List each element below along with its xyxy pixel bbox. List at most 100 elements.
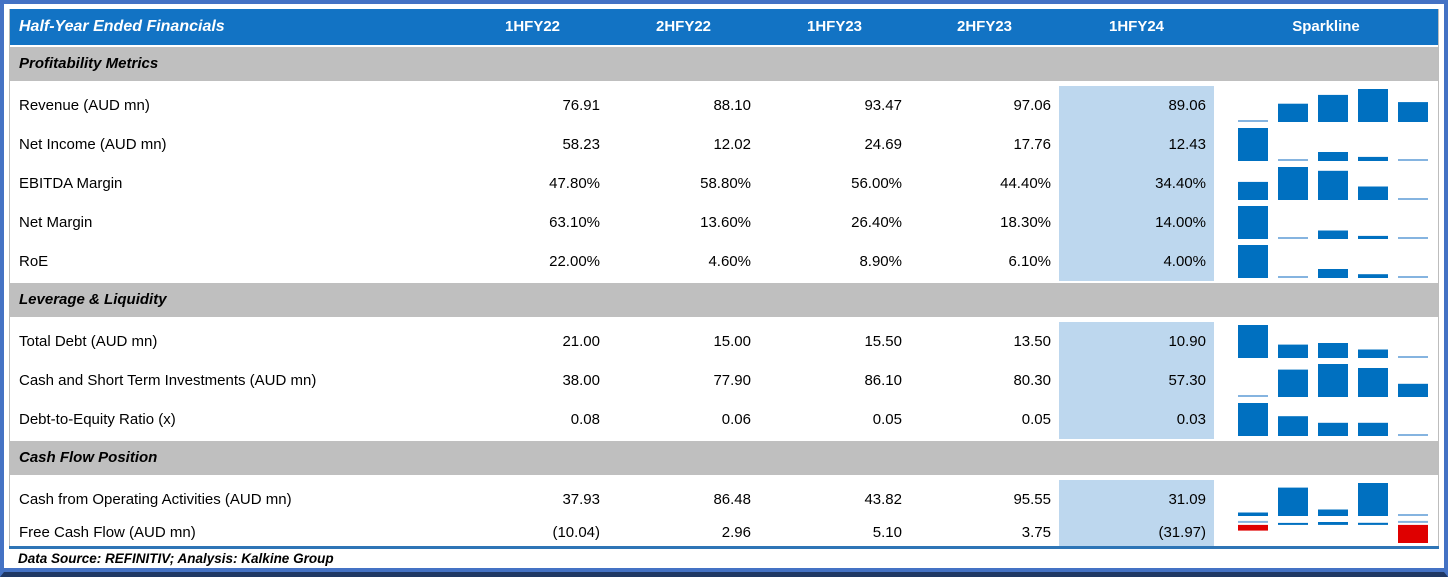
row-label: Debt-to-Equity Ratio (x): [19, 411, 176, 428]
table-row: Debt-to-Equity Ratio (x) 0.08 0.06 0.05 0.05…: [10, 400, 1438, 439]
divider-rule: [9, 546, 1439, 549]
value-cell: (31.97): [1059, 519, 1214, 546]
value-cell: 77.90: [713, 372, 751, 389]
value-cell: 38.00: [562, 372, 600, 389]
sparkline-cell: [1214, 519, 1438, 546]
sparkline-cell: [1214, 242, 1438, 281]
value-cell: 43.82: [864, 491, 902, 508]
table-row: RoE 22.00% 4.60% 8.90% 6.10% 4.00%: [10, 242, 1438, 281]
value-cell: 0.05: [1021, 411, 1051, 428]
section-header-row: Cash Flow Position: [10, 441, 1438, 480]
sparkline-chart: [1238, 403, 1428, 436]
value-cell: 97.06: [1013, 97, 1051, 114]
column-header-sparkline: Sparkline: [1292, 18, 1360, 35]
sparkline-cell: [1214, 125, 1438, 164]
value-cell: 15.50: [864, 333, 902, 350]
value-cell: 8.90%: [859, 253, 902, 270]
sparkline-chart: [1238, 167, 1428, 200]
value-cell: 58.80%: [700, 175, 751, 192]
value-cell: 4.60%: [708, 253, 751, 270]
row-label: Free Cash Flow (AUD mn): [19, 524, 196, 541]
value-cell: 6.10%: [1008, 253, 1051, 270]
row-label: Total Debt (AUD mn): [19, 333, 158, 350]
value-cell: 13.50: [1013, 333, 1051, 350]
value-cell: 12.02: [713, 136, 751, 153]
row-label: Net Margin: [19, 214, 93, 231]
value-cell: 37.93: [562, 491, 600, 508]
data-source-note: Data Source: REFINITIV; Analysis: Kalkin…: [18, 551, 334, 566]
column-header-1hfy23: 1HFY23: [806, 18, 863, 35]
sparkline-cell: [1214, 361, 1438, 400]
value-cell: 4.00%: [1059, 242, 1214, 281]
sparkline-chart: [1238, 520, 1428, 543]
table-row: Net Income (AUD mn) 58.23 12.02 24.69 17.76 1…: [10, 125, 1438, 164]
footer-row: Data Source: REFINITIV; Analysis: Kalkin…: [9, 549, 1439, 568]
sparkline-chart: [1238, 325, 1428, 358]
value-cell: 12.43: [1059, 125, 1214, 164]
table-row: Revenue (AUD mn) 76.91 88.10 93.47 97.06 89.0…: [10, 86, 1438, 125]
value-cell: 5.10: [872, 524, 902, 541]
sparkline-cell: [1214, 86, 1438, 125]
value-cell: 89.06: [1059, 86, 1214, 125]
table-rows: Profitability Metrics Revenue (AUD mn) 76.…: [10, 47, 1438, 546]
value-cell: 63.10%: [549, 214, 600, 231]
value-cell: 86.10: [864, 372, 902, 389]
table-header-row: Half-Year Ended Financials 1HFY22 2HFY22…: [10, 9, 1438, 45]
row-label: Cash from Operating Activities (AUD mn): [19, 491, 292, 508]
section-title: Cash Flow Position: [10, 441, 1438, 475]
value-cell: 57.30: [1059, 361, 1214, 400]
sparkline-chart: [1238, 128, 1428, 161]
value-cell: 76.91: [562, 97, 600, 114]
sparkline-cell: [1214, 322, 1438, 361]
value-cell: 18.30%: [1000, 214, 1051, 231]
bottom-accent-bar: [4, 568, 1444, 572]
column-header-1hfy24: 1HFY24: [1108, 18, 1165, 35]
table-row: Cash from Operating Activities (AUD mn) 3…: [10, 480, 1438, 519]
value-cell: 44.40%: [1000, 175, 1051, 192]
value-cell: 88.10: [713, 97, 751, 114]
value-cell: 14.00%: [1059, 203, 1214, 242]
value-cell: 10.90: [1059, 322, 1214, 361]
section-title: Leverage & Liquidity: [10, 283, 1438, 317]
sparkline-cell: [1214, 480, 1438, 519]
value-cell: 0.05: [872, 411, 902, 428]
sparkline-chart: [1238, 206, 1428, 239]
value-cell: 0.03: [1059, 400, 1214, 439]
value-cell: 17.76: [1013, 136, 1051, 153]
value-cell: 34.40%: [1059, 164, 1214, 203]
sparkline-cell: [1214, 203, 1438, 242]
column-header-2hfy22: 2HFY22: [655, 18, 712, 35]
sparkline-cell: [1214, 164, 1438, 203]
value-cell: 56.00%: [851, 175, 902, 192]
row-label: Cash and Short Term Investments (AUD mn): [19, 372, 317, 389]
value-cell: 0.06: [721, 411, 751, 428]
value-cell: 31.09: [1059, 480, 1214, 519]
value-cell: 86.48: [713, 491, 751, 508]
value-cell: (10.04): [552, 524, 600, 541]
value-cell: 24.69: [864, 136, 902, 153]
value-cell: 80.30: [1013, 372, 1051, 389]
value-cell: 47.80%: [549, 175, 600, 192]
value-cell: 3.75: [1021, 524, 1051, 541]
value-cell: 13.60%: [700, 214, 751, 231]
section-header-row: Profitability Metrics: [10, 47, 1438, 86]
value-cell: 93.47: [864, 97, 902, 114]
sparkline-chart: [1238, 89, 1428, 122]
table-container: Half-Year Ended Financials 1HFY22 2HFY22…: [4, 4, 1444, 568]
row-label: Revenue (AUD mn): [19, 97, 150, 114]
section-header-row: Leverage & Liquidity: [10, 283, 1438, 322]
sparkline-cell: [1214, 400, 1438, 439]
value-cell: 58.23: [562, 136, 600, 153]
table-title: Half-Year Ended Financials: [19, 18, 225, 35]
row-label: EBITDA Margin: [19, 175, 123, 192]
sparkline-chart: [1238, 483, 1428, 516]
sparkline-chart: [1238, 364, 1428, 397]
value-cell: 26.40%: [851, 214, 902, 231]
table-row: Free Cash Flow (AUD mn) (10.04) 2.96 5.10 3.…: [10, 519, 1438, 546]
table-row: Net Margin 63.10% 13.60% 26.40% 18.30% 14.00%: [10, 203, 1438, 242]
value-cell: 95.55: [1013, 491, 1051, 508]
table-row: Total Debt (AUD mn) 21.00 15.00 15.50 13.50 1…: [10, 322, 1438, 361]
table-row: EBITDA Margin 47.80% 58.80% 56.00% 44.40% 34.…: [10, 164, 1438, 203]
row-label: RoE: [19, 253, 49, 270]
